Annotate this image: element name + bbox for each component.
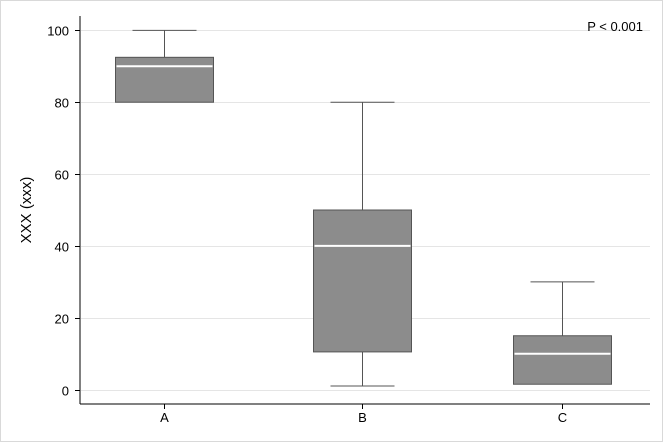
box-c [513,281,612,385]
y-axis-label: XXX (xxx) [18,177,35,244]
y-ticks: 0 20 40 60 80 100 [47,24,80,399]
axes [79,16,650,405]
y-tick-label: 20 [55,312,69,327]
y-tick-label: 80 [55,96,69,111]
iqr-box [313,209,412,353]
x-ticks: A B C [160,404,567,425]
y-tick-label: 100 [47,24,69,39]
y-tick-label: 60 [55,168,69,183]
boxes [115,29,612,387]
iqr-box [513,335,612,385]
y-tick-label: 0 [62,384,69,399]
box-b [313,101,412,387]
x-tick-label: A [160,410,169,425]
box-a [115,29,214,103]
y-tick-label: 40 [55,240,69,255]
p-value-annotation: P < 0.001 [587,19,643,34]
iqr-box [115,56,214,103]
x-tick-label: B [358,410,367,425]
x-tick-label: C [558,410,567,425]
